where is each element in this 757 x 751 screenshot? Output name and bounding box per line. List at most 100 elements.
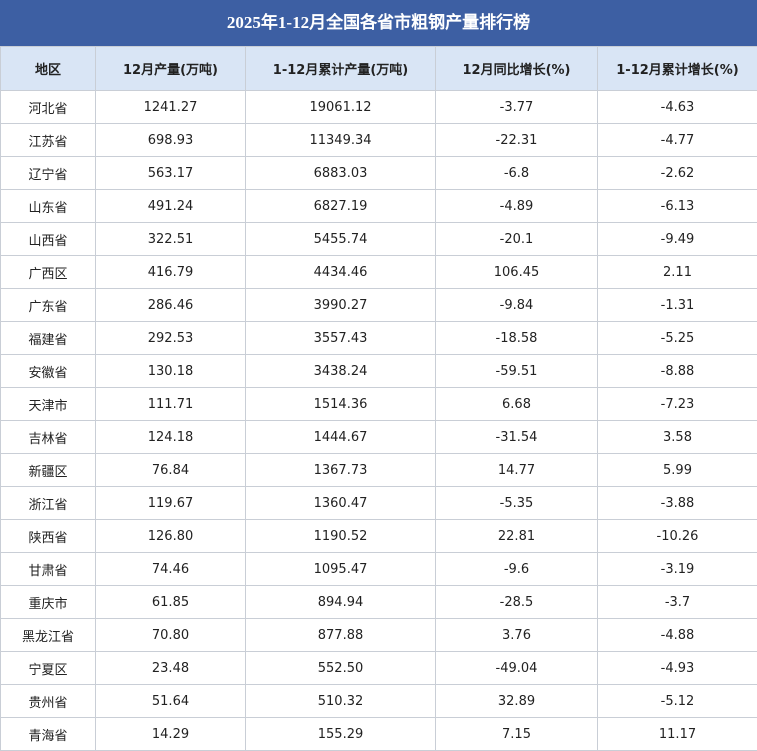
value-cell: 14.29 [95, 717, 246, 751]
value-cell: 1095.47 [245, 552, 436, 586]
value-cell: 51.64 [95, 684, 246, 718]
table-row: 青海省 14.29 155.29 7.15 11.17 [0, 717, 757, 751]
value-cell: -4.63 [597, 90, 757, 124]
value-cell: 3.58 [597, 420, 757, 454]
value-cell: -9.6 [435, 552, 598, 586]
table-row: 吉林省 124.18 1444.67 -31.54 3.58 [0, 420, 757, 454]
region-cell: 甘肃省 [0, 552, 96, 586]
region-cell: 重庆市 [0, 585, 96, 619]
column-header: 12月同比增长(%) [435, 46, 598, 91]
value-cell: -9.84 [435, 288, 598, 322]
table-row: 贵州省 51.64 510.32 32.89 -5.12 [0, 684, 757, 718]
table-row: 浙江省 119.67 1360.47 -5.35 -3.88 [0, 486, 757, 520]
value-cell: 6883.03 [245, 156, 436, 190]
value-cell: 1190.52 [245, 519, 436, 553]
value-cell: -4.88 [597, 618, 757, 652]
value-cell: -20.1 [435, 222, 598, 256]
value-cell: 1444.67 [245, 420, 436, 454]
value-cell: 3990.27 [245, 288, 436, 322]
value-cell: 130.18 [95, 354, 246, 388]
region-cell: 陕西省 [0, 519, 96, 553]
region-cell: 吉林省 [0, 420, 96, 454]
value-cell: 1360.47 [245, 486, 436, 520]
value-cell: -10.26 [597, 519, 757, 553]
value-cell: 5455.74 [245, 222, 436, 256]
table-row: 宁夏区 23.48 552.50 -49.04 -4.93 [0, 651, 757, 685]
value-cell: -5.12 [597, 684, 757, 718]
table-row: 辽宁省 563.17 6883.03 -6.8 -2.62 [0, 156, 757, 190]
value-cell: 698.93 [95, 123, 246, 157]
value-cell: 1367.73 [245, 453, 436, 487]
value-cell: -59.51 [435, 354, 598, 388]
value-cell: 119.67 [95, 486, 246, 520]
table-row: 江苏省 698.93 11349.34 -22.31 -4.77 [0, 123, 757, 157]
value-cell: -3.77 [435, 90, 598, 124]
value-cell: -18.58 [435, 321, 598, 355]
table-row: 广西区 416.79 4434.46 106.45 2.11 [0, 255, 757, 289]
table-row: 重庆市 61.85 894.94 -28.5 -3.7 [0, 585, 757, 619]
region-cell: 山西省 [0, 222, 96, 256]
value-cell: 22.81 [435, 519, 598, 553]
table-row: 天津市 111.71 1514.36 6.68 -7.23 [0, 387, 757, 421]
region-cell: 贵州省 [0, 684, 96, 718]
value-cell: 11.17 [597, 717, 757, 751]
value-cell: 510.32 [245, 684, 436, 718]
value-cell: -1.31 [597, 288, 757, 322]
value-cell: 19061.12 [245, 90, 436, 124]
value-cell: 552.50 [245, 651, 436, 685]
value-cell: 491.24 [95, 189, 246, 223]
table-row: 安徽省 130.18 3438.24 -59.51 -8.88 [0, 354, 757, 388]
value-cell: 7.15 [435, 717, 598, 751]
value-cell: 14.77 [435, 453, 598, 487]
value-cell: -3.7 [597, 585, 757, 619]
value-cell: -6.13 [597, 189, 757, 223]
value-cell: 6827.19 [245, 189, 436, 223]
value-cell: -6.8 [435, 156, 598, 190]
value-cell: 3557.43 [245, 321, 436, 355]
region-cell: 安徽省 [0, 354, 96, 388]
region-cell: 广东省 [0, 288, 96, 322]
value-cell: 111.71 [95, 387, 246, 421]
region-cell: 浙江省 [0, 486, 96, 520]
region-cell: 天津市 [0, 387, 96, 421]
value-cell: 76.84 [95, 453, 246, 487]
value-cell: 563.17 [95, 156, 246, 190]
header-row: 地区 12月产量(万吨) 1-12月累计产量(万吨) 12月同比增长(%) 1-12月累… [0, 46, 757, 91]
table-row: 山西省 322.51 5455.74 -20.1 -9.49 [0, 222, 757, 256]
column-header: 1-12月累计产量(万吨) [245, 46, 436, 91]
value-cell: 32.89 [435, 684, 598, 718]
value-cell: 3.76 [435, 618, 598, 652]
value-cell: -22.31 [435, 123, 598, 157]
value-cell: 23.48 [95, 651, 246, 685]
value-cell: 4434.46 [245, 255, 436, 289]
value-cell: -31.54 [435, 420, 598, 454]
value-cell: 6.68 [435, 387, 598, 421]
value-cell: 70.80 [95, 618, 246, 652]
region-cell: 江苏省 [0, 123, 96, 157]
value-cell: 155.29 [245, 717, 436, 751]
value-cell: 74.46 [95, 552, 246, 586]
value-cell: 292.53 [95, 321, 246, 355]
region-cell: 福建省 [0, 321, 96, 355]
value-cell: -9.49 [597, 222, 757, 256]
region-cell: 山东省 [0, 189, 96, 223]
table-body: 河北省 1241.27 19061.12 -3.77 -4.63 江苏省 698.93 113… [0, 90, 757, 751]
value-cell: 124.18 [95, 420, 246, 454]
region-cell: 广西区 [0, 255, 96, 289]
table-row: 广东省 286.46 3990.27 -9.84 -1.31 [0, 288, 757, 322]
value-cell: 1241.27 [95, 90, 246, 124]
region-cell: 河北省 [0, 90, 96, 124]
value-cell: 322.51 [95, 222, 246, 256]
table-row: 陕西省 126.80 1190.52 22.81 -10.26 [0, 519, 757, 553]
value-cell: 126.80 [95, 519, 246, 553]
value-cell: -49.04 [435, 651, 598, 685]
title-bar: 2025年1-12月全国各省市粗钢产量排行榜 [0, 0, 757, 46]
region-cell: 新疆区 [0, 453, 96, 487]
value-cell: -28.5 [435, 585, 598, 619]
region-cell: 黑龙江省 [0, 618, 96, 652]
value-cell: -4.77 [597, 123, 757, 157]
value-cell: 416.79 [95, 255, 246, 289]
table-row: 黑龙江省 70.80 877.88 3.76 -4.88 [0, 618, 757, 652]
value-cell: -3.88 [597, 486, 757, 520]
